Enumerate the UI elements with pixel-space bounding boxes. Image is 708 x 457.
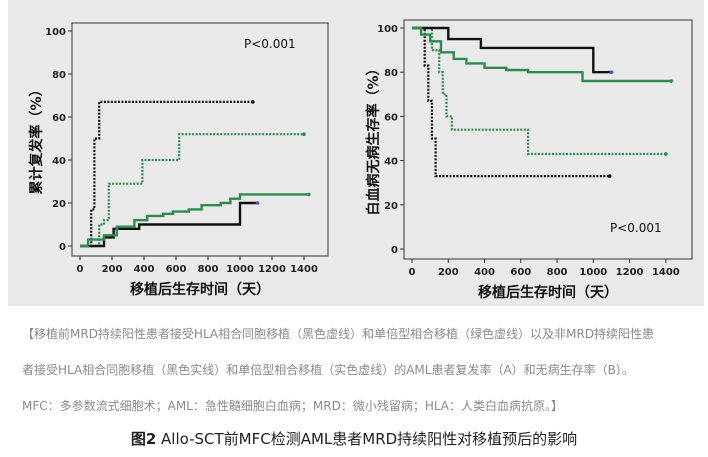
- chart-1-x-tick-label: 1400: [290, 264, 318, 275]
- figure-panel: 0 20 40 60 80 100 0 200 400 600 800 1000 1200 1400 移植后…: [8, 0, 704, 306]
- chart-2-plot-frame: [403, 19, 693, 260]
- chart-2-x-tick-label: 0: [409, 267, 416, 278]
- chart-2-series-3-censor-mark: [609, 70, 614, 74]
- chart-2-x-tick-label: 400: [474, 267, 495, 278]
- chart-1-x-axis-label: 移植后生存时间（天）: [130, 281, 270, 298]
- chart-2-series-2-green-dotted: [412, 26, 666, 156]
- chart-2-y-tick-label: 100: [377, 24, 398, 35]
- chart-1-series-3-black-solid: [80, 201, 258, 248]
- chart-2-x-axis-label: 移植后生存时间（天）: [478, 284, 618, 301]
- chart-1-series-4-censor-mark: [307, 192, 311, 197]
- chart-2-y-tick-label: 80: [384, 68, 398, 79]
- chart-2-x-tick-label: 800: [547, 267, 568, 278]
- chart-1-series-4-green-solid: [80, 193, 309, 248]
- chart-1-x-tick-label: 1200: [258, 264, 286, 275]
- chart-1-y-tick-label: 40: [52, 156, 66, 167]
- chart-2-p-value-annotation: P<0.001: [610, 221, 662, 235]
- chart-1-y-tick-label: 80: [52, 70, 66, 81]
- chart-2-series-3-black-solid: [412, 26, 612, 74]
- chart-2-series-4-censor-mark: [669, 79, 674, 83]
- chart-2-y-tick-label: 40: [384, 157, 398, 168]
- chart-1-y-tick-label: 100: [45, 27, 66, 38]
- chart-1-series-1-censor-mark: [251, 100, 255, 104]
- chart-1-y-tick-label: 0: [59, 242, 66, 253]
- chart-1-series-2-censor-mark: [302, 132, 306, 136]
- chart-1-x-tick-label: 400: [134, 264, 155, 275]
- chart-1-plot-frame: [71, 22, 329, 257]
- chart-2-x-tick-label: 1200: [616, 267, 644, 278]
- chart-1-series-3-censor-mark: [255, 201, 260, 205]
- chart-2-y-axis-label: 白血病无病生存率（%）: [365, 61, 382, 215]
- chart-2-series-2-censor-mark: [664, 152, 668, 156]
- chart-1-p-value-annotation: P<0.001: [244, 37, 296, 51]
- chart-1-y-axis-label: 累计复发率（%）: [28, 82, 45, 194]
- chart-2-x-tick-label: 200: [438, 267, 459, 278]
- chart-2-x-tick-label: 1000: [579, 267, 607, 278]
- chart-1-x-tick-label: 0: [77, 264, 84, 275]
- figure-caption-line-3: MFC：多参数流式细胞术；AML：急性髓细胞白血病；MRD：微小残留病；HLA：…: [22, 399, 564, 413]
- figure-number: 图2: [130, 430, 157, 448]
- chart-1-x-tick-label: 600: [166, 264, 187, 275]
- chart-2-x-tick-label: 600: [510, 267, 531, 278]
- chart-2-y-tick-label: 0: [391, 245, 398, 256]
- figure-caption-line-2: 者接受HLA相合同胞移植（黑色实线）和单倍型相合移植（实色虚线）的AML患者复发…: [22, 363, 634, 377]
- chart-1-x-tick-label: 800: [198, 264, 219, 275]
- chart-1-y-tick-label: 20: [52, 199, 66, 210]
- chart-1-x-tick-label: 200: [102, 264, 123, 275]
- chart-1-x-tick-label: 1000: [226, 264, 254, 275]
- chart-2-series-4-green-solid: [412, 26, 672, 83]
- chart-1-y-tick-label: 60: [52, 113, 66, 124]
- chart-2-series-1-censor-mark: [607, 174, 612, 178]
- chart-2-y-tick-label: 60: [384, 112, 398, 123]
- figure-title: 图2 Allo-SCT前MFC检测AML患者MRD持续阳性对移植预后的影响: [0, 428, 708, 449]
- figure-title-text: Allo-SCT前MFC检测AML患者MRD持续阳性对移植预后的影响: [161, 430, 578, 448]
- figure-caption-line-1: 【移植前MRD持续阳性患者接受HLA相合同胞移植（黑色虚线）和单倍型相合移植（绿…: [22, 327, 655, 341]
- chart-2-y-tick-label: 20: [384, 201, 398, 212]
- chart-2-x-tick-label: 1400: [652, 267, 680, 278]
